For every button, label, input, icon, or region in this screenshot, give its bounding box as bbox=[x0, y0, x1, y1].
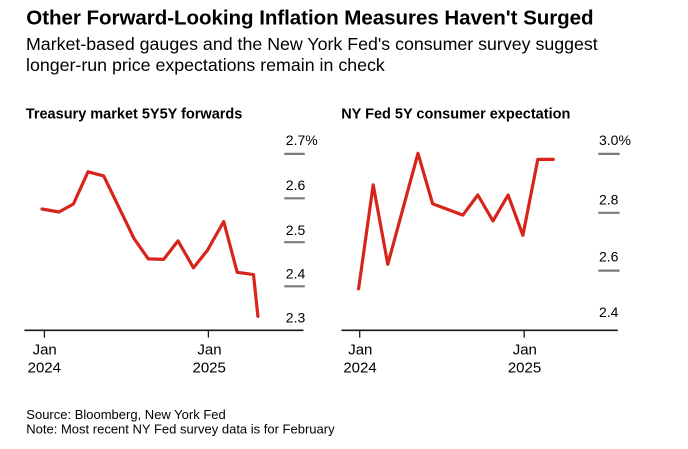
svg-text:Jan: Jan bbox=[513, 342, 537, 359]
svg-text:2.4: 2.4 bbox=[599, 304, 619, 320]
svg-text:2024: 2024 bbox=[28, 360, 61, 377]
svg-text:NY Fed 5Y consumer expectation: NY Fed 5Y consumer expectation bbox=[341, 106, 570, 122]
svg-text:Treasury market 5Y5Y forwards: Treasury market 5Y5Y forwards bbox=[26, 106, 243, 122]
svg-text:2.6: 2.6 bbox=[286, 177, 306, 193]
svg-text:2.4: 2.4 bbox=[286, 265, 306, 281]
svg-text:Jan: Jan bbox=[197, 342, 221, 359]
svg-text:3.0%: 3.0% bbox=[599, 132, 631, 148]
svg-text:2025: 2025 bbox=[508, 360, 541, 377]
svg-text:Market-based gauges and the Ne: Market-based gauges and the New York Fed… bbox=[26, 34, 598, 54]
svg-text:2.7%: 2.7% bbox=[286, 132, 318, 148]
svg-text:2024: 2024 bbox=[343, 360, 376, 377]
svg-text:Note: Most recent NY Fed surve: Note: Most recent NY Fed survey data is … bbox=[26, 421, 335, 436]
svg-text:2.8: 2.8 bbox=[599, 192, 619, 208]
svg-text:2025: 2025 bbox=[193, 360, 226, 377]
svg-text:Source: Bloomberg, New York Fe: Source: Bloomberg, New York Fed bbox=[26, 407, 225, 422]
svg-text:2.6: 2.6 bbox=[599, 249, 619, 265]
svg-text:Jan: Jan bbox=[33, 342, 57, 359]
svg-text:Other Forward-Looking Inflatio: Other Forward-Looking Inflation Measures… bbox=[26, 6, 593, 29]
svg-text:2.5: 2.5 bbox=[286, 222, 306, 238]
svg-text:longer-run price expectations: longer-run price expectations remain in … bbox=[26, 55, 385, 75]
svg-text:2.3: 2.3 bbox=[286, 309, 306, 325]
svg-text:Jan: Jan bbox=[348, 342, 372, 359]
